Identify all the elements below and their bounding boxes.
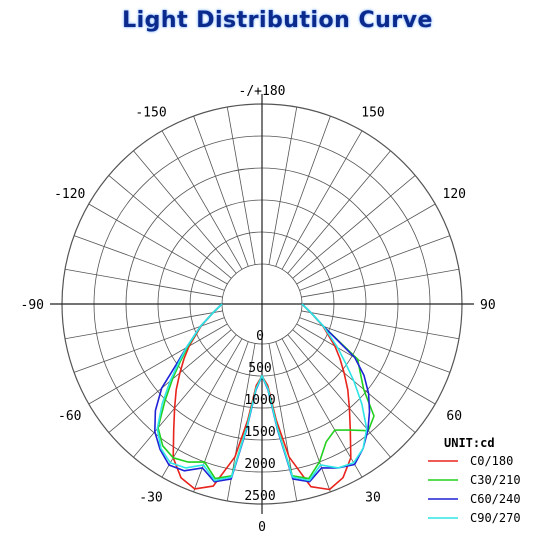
grid-spoke [296,323,436,405]
angle-label: 120 [443,187,466,202]
grid-spoke [296,203,436,285]
grid-spoke [108,175,232,279]
grid-spoke [287,334,391,458]
grid-spoke [133,334,237,458]
chart-title: Light Distribution Curve [122,8,433,33]
grid-spoke [268,106,298,265]
grid-spoke [73,235,225,291]
grid-spoke [275,115,331,267]
angle-labels: -/+180 -150 150 -120 120 -90 90 -60 60 -30 30 0 [21,84,496,535]
legend-label: C90/270 [470,511,521,525]
legend-label: C30/210 [470,473,521,487]
angle-label: 90 [480,298,496,313]
series-line-C90-270 [156,303,368,482]
radial-labels: 0 500 1000 1500 2000 2500 [244,329,275,504]
grid-spoke [301,310,460,340]
angle-label: -150 [135,106,166,121]
grid-spoke [161,130,243,270]
radial-tick-label: 2500 [244,489,275,504]
radial-tick-label: 500 [248,361,271,376]
grid-spoke [193,341,249,493]
angle-label: 60 [446,409,462,424]
legend-label: C60/240 [470,492,521,506]
angle-label: -/+180 [239,84,286,99]
grid-spoke [193,115,249,267]
grid-spoke [301,268,460,298]
grid-spoke [287,150,391,274]
grid-spoke [133,150,237,274]
grid-spoke [299,235,451,291]
angle-label: 150 [361,106,384,121]
grid-spoke [64,268,223,298]
legend: UNIT:cd C0/180 C30/210 C60/240 C90/270 [428,436,521,525]
grid-spoke [226,106,256,265]
angle-label: 0 [258,520,266,535]
angle-label: -60 [58,409,81,424]
grid-spoke [292,175,416,279]
radial-tick-label: 2000 [244,457,275,472]
grid-spoke [275,341,331,493]
angle-label: -90 [21,298,44,313]
angle-label: -30 [139,490,162,505]
curves [154,303,375,491]
grid-spoke [64,310,223,340]
angle-label: 30 [365,490,381,505]
grid-spoke [281,338,363,478]
grid-spoke [88,203,228,285]
radial-tick-label: 1000 [244,393,275,408]
grid-spoke [281,130,363,270]
grid-spoke [161,338,243,478]
radial-tick-label: 0 [256,329,264,344]
legend-unit: UNIT:cd [444,436,495,450]
legend-label: C0/180 [470,454,513,468]
radial-tick-label: 1500 [244,425,275,440]
polar-grid [50,94,474,514]
grid-spoke [88,323,228,405]
angle-label: -120 [54,187,85,202]
